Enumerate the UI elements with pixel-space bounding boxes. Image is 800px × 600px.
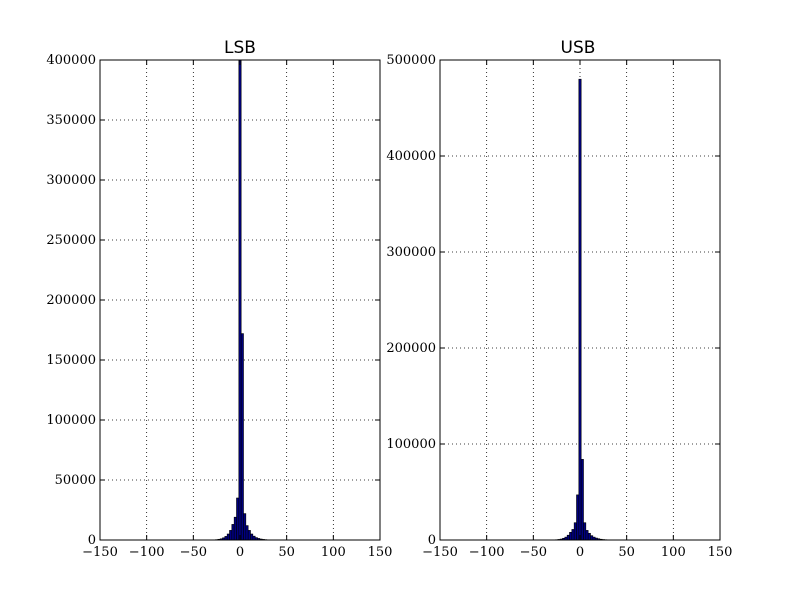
lsb-y-tick-label: 250000 bbox=[46, 233, 96, 248]
lsb-histogram-bar bbox=[247, 530, 251, 541]
usb-title: USB bbox=[561, 38, 596, 58]
lsb-y-tick-label: 50000 bbox=[55, 473, 96, 488]
lsb-y-tick-label: 350000 bbox=[46, 113, 96, 128]
usb-histogram-bar bbox=[573, 522, 577, 541]
usb-x-tick-label: −50 bbox=[520, 545, 547, 560]
usb-x-tick-label: 50 bbox=[618, 545, 635, 560]
lsb-histogram-bar bbox=[238, 59, 242, 541]
usb-histogram-bar bbox=[571, 529, 575, 541]
usb-histogram-bar bbox=[578, 78, 582, 541]
lsb-ticks bbox=[99, 59, 381, 541]
lsb-x-tick-label: −50 bbox=[180, 545, 207, 560]
lsb-histogram-bar bbox=[224, 536, 228, 541]
usb-histogram-bar bbox=[587, 532, 591, 541]
lsb-histogram-bar bbox=[231, 524, 235, 541]
lsb-histogram-bar bbox=[243, 513, 247, 541]
usb-y-tick-label: 100000 bbox=[386, 437, 436, 452]
usb-histogram-bar bbox=[585, 530, 589, 541]
lsb-x-tick-label: −100 bbox=[129, 545, 165, 560]
lsb-histogram-bar bbox=[226, 533, 230, 541]
lsb-histogram-bar bbox=[229, 530, 233, 541]
usb-y-tick-label: 300000 bbox=[386, 245, 436, 260]
usb-histogram-bar bbox=[569, 532, 573, 541]
usb-histogram-bar bbox=[590, 535, 594, 541]
usb-y-tick-label: 0 bbox=[428, 533, 436, 548]
chart-usb: −150 −100 −50 0 50 100 150 0 100000 200000 300000 4… bbox=[386, 38, 732, 560]
lsb-title: LSB bbox=[224, 38, 256, 58]
usb-histogram-bar bbox=[580, 459, 584, 541]
usb-y-tick-label: 200000 bbox=[386, 341, 436, 356]
usb-histogram-bar bbox=[583, 522, 587, 541]
lsb-y-tick-label: 200000 bbox=[46, 293, 96, 308]
usb-histogram-bar bbox=[566, 534, 570, 541]
lsb-histogram-bar bbox=[245, 525, 249, 541]
lsb-y-tick-label: 100000 bbox=[46, 413, 96, 428]
lsb-y-tick-label: 300000 bbox=[46, 173, 96, 188]
usb-histogram-bar bbox=[576, 494, 580, 541]
lsb-tick-labels: −150 −100 −50 0 50 100 150 0 50000 100000 150000 20… bbox=[46, 53, 392, 560]
usb-x-tick-label: 150 bbox=[708, 545, 733, 560]
lsb-histogram-bar bbox=[236, 497, 240, 541]
lsb-x-tick-label: 100 bbox=[321, 545, 346, 560]
lsb-x-tick-label: 0 bbox=[236, 545, 244, 560]
lsb-x-tick-label: 150 bbox=[368, 545, 393, 560]
usb-x-tick-label: 100 bbox=[661, 545, 686, 560]
lsb-x-tick-label: −150 bbox=[82, 545, 118, 560]
usb-x-tick-label: 0 bbox=[576, 545, 584, 560]
lsb-y-tick-label: 400000 bbox=[46, 53, 96, 68]
lsb-histogram-bar bbox=[233, 516, 237, 541]
lsb-x-tick-label: 50 bbox=[278, 545, 295, 560]
lsb-y-tick-label: 0 bbox=[88, 533, 96, 548]
usb-tick-labels: −150 −100 −50 0 50 100 150 0 100000 200000 300000 4… bbox=[386, 53, 732, 560]
chart-lsb: −150 −100 −50 0 50 100 150 0 50000 100000 150000 20… bbox=[46, 38, 392, 560]
usb-x-tick-label: −150 bbox=[422, 545, 458, 560]
lsb-histogram-bar bbox=[240, 333, 244, 541]
lsb-histogram-bar bbox=[252, 535, 256, 541]
usb-y-tick-label: 400000 bbox=[386, 149, 436, 164]
usb-ticks bbox=[439, 59, 721, 541]
usb-x-tick-label: −100 bbox=[469, 545, 505, 560]
usb-y-tick-label: 500000 bbox=[386, 53, 436, 68]
lsb-y-tick-label: 150000 bbox=[46, 353, 96, 368]
lsb-histogram-bar bbox=[250, 533, 254, 541]
